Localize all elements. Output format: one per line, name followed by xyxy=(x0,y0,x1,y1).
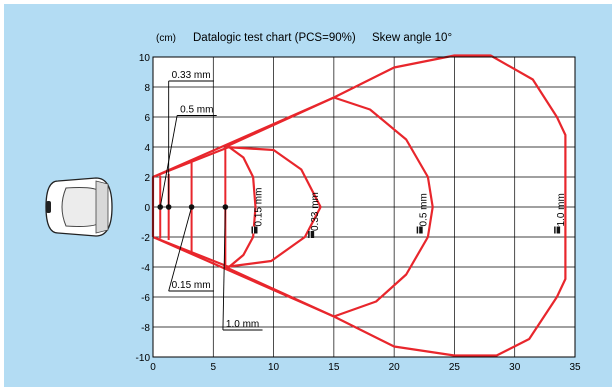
y-tick-label: -8 xyxy=(141,323,150,334)
y-tick-label: 8 xyxy=(144,83,150,94)
barcode-symbol-gap xyxy=(252,226,254,234)
y-tick-label: -6 xyxy=(141,293,150,304)
barcode-symbol xyxy=(308,231,315,238)
barcode-symbol xyxy=(554,226,561,234)
bar-label: 0.15 mm xyxy=(253,188,264,227)
plot-border xyxy=(152,56,576,358)
bar-label: 0.5 mm xyxy=(419,193,430,226)
y-tick-label: 2 xyxy=(144,173,150,184)
chart-subtitle: Skew angle 10° xyxy=(372,32,452,44)
x-tick-label: 35 xyxy=(569,362,581,373)
y-tick-label: 10 xyxy=(139,53,151,64)
y-tick-label: -10 xyxy=(136,353,151,364)
x-tick-label: 15 xyxy=(328,362,340,373)
barcode-symbol-gap xyxy=(555,226,557,234)
x-tick-label: 10 xyxy=(268,362,280,373)
barcode-symbol-gap xyxy=(418,226,420,234)
range-curve-1-0-mm xyxy=(152,54,567,357)
callout-label: 0.5 mm xyxy=(180,105,213,116)
x-tick-label: 30 xyxy=(509,362,521,373)
chart-title: Datalogic test chart (PCS=90%) xyxy=(193,32,356,44)
x-tick-label: 0 xyxy=(150,362,156,373)
y-tick-label: -2 xyxy=(141,233,150,244)
y-tick-label: 4 xyxy=(144,143,150,154)
x-tick-label: 25 xyxy=(449,362,461,373)
callout-leader xyxy=(222,206,226,331)
bar-label: 0.33 mm xyxy=(310,192,321,231)
callout-label: 0.15 mm xyxy=(172,280,211,291)
callout-leader xyxy=(159,115,178,208)
bar-label: 1.0 mm xyxy=(556,193,567,226)
callout-label: 1.0 mm xyxy=(226,319,259,330)
x-tick-label: 5 xyxy=(211,362,217,373)
y-tick-label: 0 xyxy=(144,203,150,214)
x-tick-label: 20 xyxy=(389,362,401,373)
range-curve-0-33-mm xyxy=(225,145,322,269)
callout-label: 0.33 mm xyxy=(172,70,211,81)
y-tick-label: -4 xyxy=(141,263,150,274)
scanner-icon xyxy=(45,177,113,237)
range-curve-0-5-mm xyxy=(224,96,434,318)
y-tick-label: 6 xyxy=(144,113,150,124)
barcode-symbol xyxy=(251,226,258,234)
barcode-symbol xyxy=(416,226,423,234)
barcode-symbol-gap xyxy=(309,231,311,238)
unit-label: (cm) xyxy=(156,33,176,44)
callout-leader xyxy=(168,206,193,292)
